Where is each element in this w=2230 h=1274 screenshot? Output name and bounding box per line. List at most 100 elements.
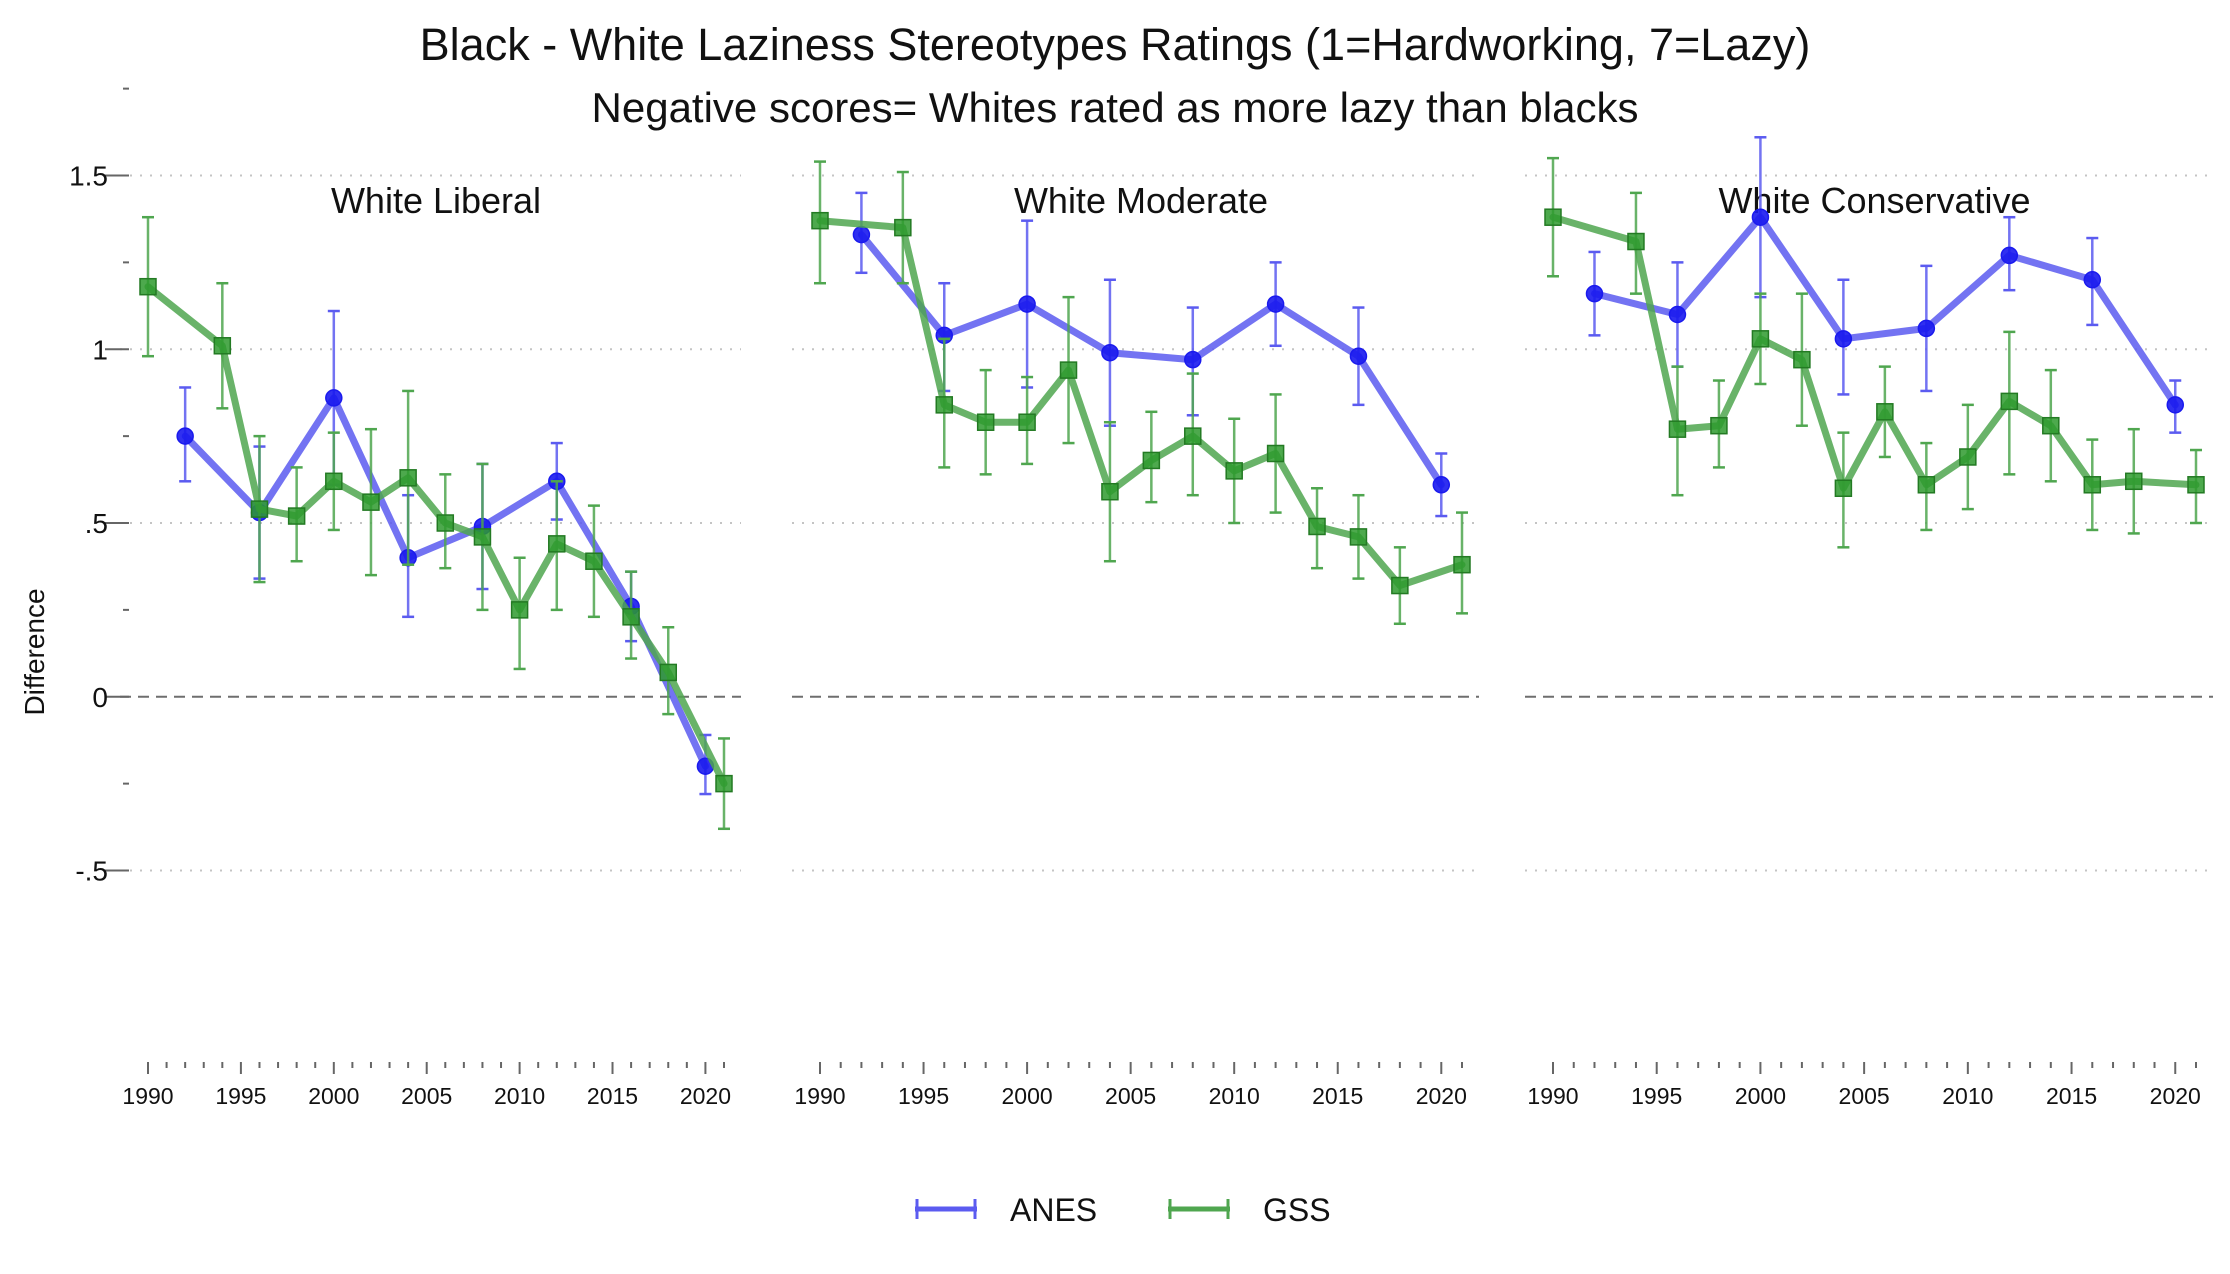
legend: ANES GSS: [915, 1192, 1331, 1228]
data-point: [585, 552, 603, 570]
data-point: [715, 774, 733, 793]
data-point: [2166, 396, 2185, 414]
data-point: [1184, 427, 1202, 445]
series-gss: [1544, 156, 2205, 549]
data-point: [1793, 350, 1811, 369]
data-point: [250, 500, 269, 518]
data-point: [1453, 555, 1471, 574]
panel-white-moderate: White Moderate 1990 1995 2000 2005 2010 2015 20…: [792, 160, 1479, 1109]
y-axis-label: Difference: [19, 588, 50, 715]
x-tick-label: 2000: [1002, 1083, 1053, 1109]
data-point: [1432, 476, 1451, 494]
data-point: [1018, 295, 1036, 313]
data-point: [1266, 295, 1285, 313]
panel-title: White Moderate: [1014, 180, 1268, 221]
series-line: [857, 231, 1445, 489]
data-point: [1142, 451, 1161, 470]
data-point: [1544, 208, 1562, 226]
panel-white-liberal: White Liberal 1990 1995 2000 2005 2010 2015 202…: [120, 174, 741, 1109]
panel-title: White Conservative: [1718, 180, 2030, 221]
chart-subtitle: Negative scores= Whites rated as more la…: [592, 84, 1639, 131]
data-point: [1101, 482, 1119, 501]
data-point: [1668, 305, 1687, 324]
data-point: [325, 389, 343, 407]
series-line: [1549, 213, 2200, 492]
data-point: [1917, 319, 1936, 338]
x-tick-label: 2015: [1312, 1083, 1363, 1109]
x-tick-label: 1990: [794, 1083, 845, 1109]
x-tick-label: 2000: [1735, 1083, 1786, 1109]
data-point: [2083, 476, 2102, 494]
data-point: [399, 469, 417, 487]
x-tick-label: 1990: [1527, 1083, 1578, 1109]
series-anes: [852, 191, 1451, 518]
y-tick-label: .5: [85, 508, 108, 539]
data-point: [1751, 208, 1770, 226]
data-point: [976, 413, 995, 431]
series-gss: [139, 215, 733, 831]
series-anes: [1585, 136, 2185, 434]
y-axis: -.5 0 .5 1 1.5: [69, 87, 129, 887]
data-point: [1101, 343, 1119, 362]
data-point: [1184, 350, 1202, 369]
data-point: [362, 493, 380, 511]
y-tick-label: 1: [92, 334, 108, 365]
data-point: [213, 337, 232, 355]
data-point: [1959, 448, 1977, 466]
data-point: [1018, 413, 1036, 431]
data-point: [2000, 246, 2019, 265]
data-point: [1266, 444, 1285, 463]
data-point: [548, 535, 566, 553]
data-point: [1308, 517, 1326, 536]
data-point: [1834, 479, 1853, 497]
data-point: [2000, 392, 2019, 411]
data-point: [510, 601, 529, 619]
data-point: [1585, 284, 1604, 303]
data-point: [325, 472, 343, 491]
x-tick-label: 2020: [2150, 1083, 2201, 1109]
data-point: [287, 507, 306, 525]
legend-item-anes: ANES: [915, 1192, 1097, 1228]
x-tick-label: 2005: [1105, 1083, 1156, 1109]
data-point: [894, 218, 912, 237]
data-point: [1710, 416, 1728, 435]
data-point: [1751, 330, 1770, 348]
data-point: [622, 608, 640, 626]
x-tick-label: 1995: [215, 1083, 266, 1109]
data-point: [1917, 476, 1936, 494]
data-point: [2042, 416, 2060, 435]
x-tick-label: 2005: [401, 1083, 452, 1109]
chart-title: Black - White Laziness Stereotypes Ratin…: [420, 19, 1811, 70]
data-point: [1834, 330, 1853, 348]
data-point: [659, 663, 678, 682]
panel-title: White Liberal: [331, 180, 541, 221]
x-tick-label: 1990: [122, 1083, 173, 1109]
x-tick-label: 2010: [1942, 1083, 1993, 1109]
data-point: [811, 211, 829, 230]
data-point: [1225, 462, 1243, 480]
data-point: [139, 277, 157, 296]
data-point: [2083, 271, 2102, 289]
x-tick-label: 1995: [898, 1083, 949, 1109]
series-gss: [811, 160, 1471, 626]
x-tick-label: 2000: [308, 1083, 359, 1109]
data-point: [1059, 361, 1078, 379]
x-tick-label: 2015: [2046, 1083, 2097, 1109]
panel-white-conservative: White Conservative 1990 1995 2000 2005 2010 20…: [1525, 136, 2213, 1109]
data-point: [1391, 576, 1409, 595]
x-tick-label: 2010: [494, 1083, 545, 1109]
x-tick-label: 2005: [1839, 1083, 1890, 1109]
series-line: [1591, 213, 2179, 409]
data-point: [473, 528, 492, 546]
y-tick-label: 1.5: [69, 161, 108, 192]
data-point: [1668, 420, 1687, 438]
data-point: [852, 225, 871, 244]
legend-item-gss: GSS: [1168, 1192, 1331, 1228]
legend-label: GSS: [1263, 1192, 1331, 1228]
data-point: [1349, 528, 1368, 546]
data-point: [2187, 476, 2205, 494]
data-point: [176, 427, 194, 445]
data-point: [1627, 232, 1645, 251]
panels: White Liberal 1990 1995 2000 2005 2010 2015 202…: [69, 87, 2213, 1109]
